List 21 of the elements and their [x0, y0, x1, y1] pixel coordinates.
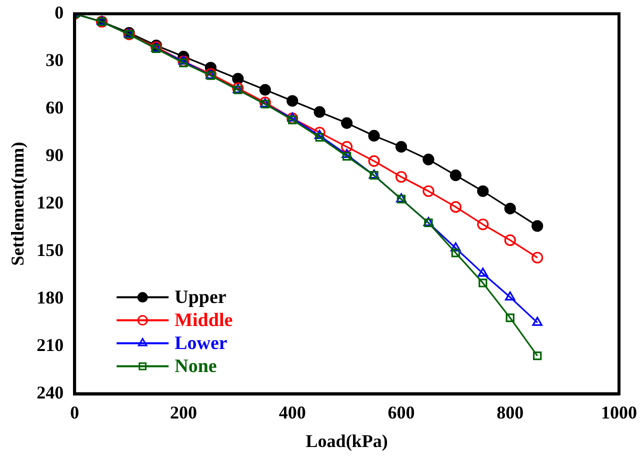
x-tick-label: 400	[278, 402, 306, 422]
x-tick-label: 1000	[601, 402, 637, 422]
y-tick-label: 30	[46, 50, 64, 70]
legend-label: Upper	[174, 287, 227, 308]
y-axis-title: Settlement(mm)	[7, 142, 28, 266]
y-tick-label: 0	[54, 2, 64, 22]
x-tick-label: 600	[388, 402, 415, 422]
y-tick-label: 210	[36, 334, 64, 355]
y-tick-label: 120	[36, 192, 64, 212]
y-tick-label: 150	[36, 240, 64, 260]
y-tick-label: 90	[46, 144, 64, 165]
y-tick-label: 180	[36, 287, 64, 308]
x-tick-label: 0	[70, 402, 80, 422]
x-tick-label: 200	[170, 402, 197, 422]
legend-label: Middle	[174, 310, 233, 332]
x-tick-label: 800	[496, 402, 524, 422]
y-tick-label: 60	[46, 97, 64, 118]
legend-label: None	[174, 356, 217, 378]
legend-label: Lower	[174, 333, 228, 354]
y-tick-label: 240	[36, 382, 64, 402]
x-axis-title: Load(kPa)	[306, 430, 388, 451]
